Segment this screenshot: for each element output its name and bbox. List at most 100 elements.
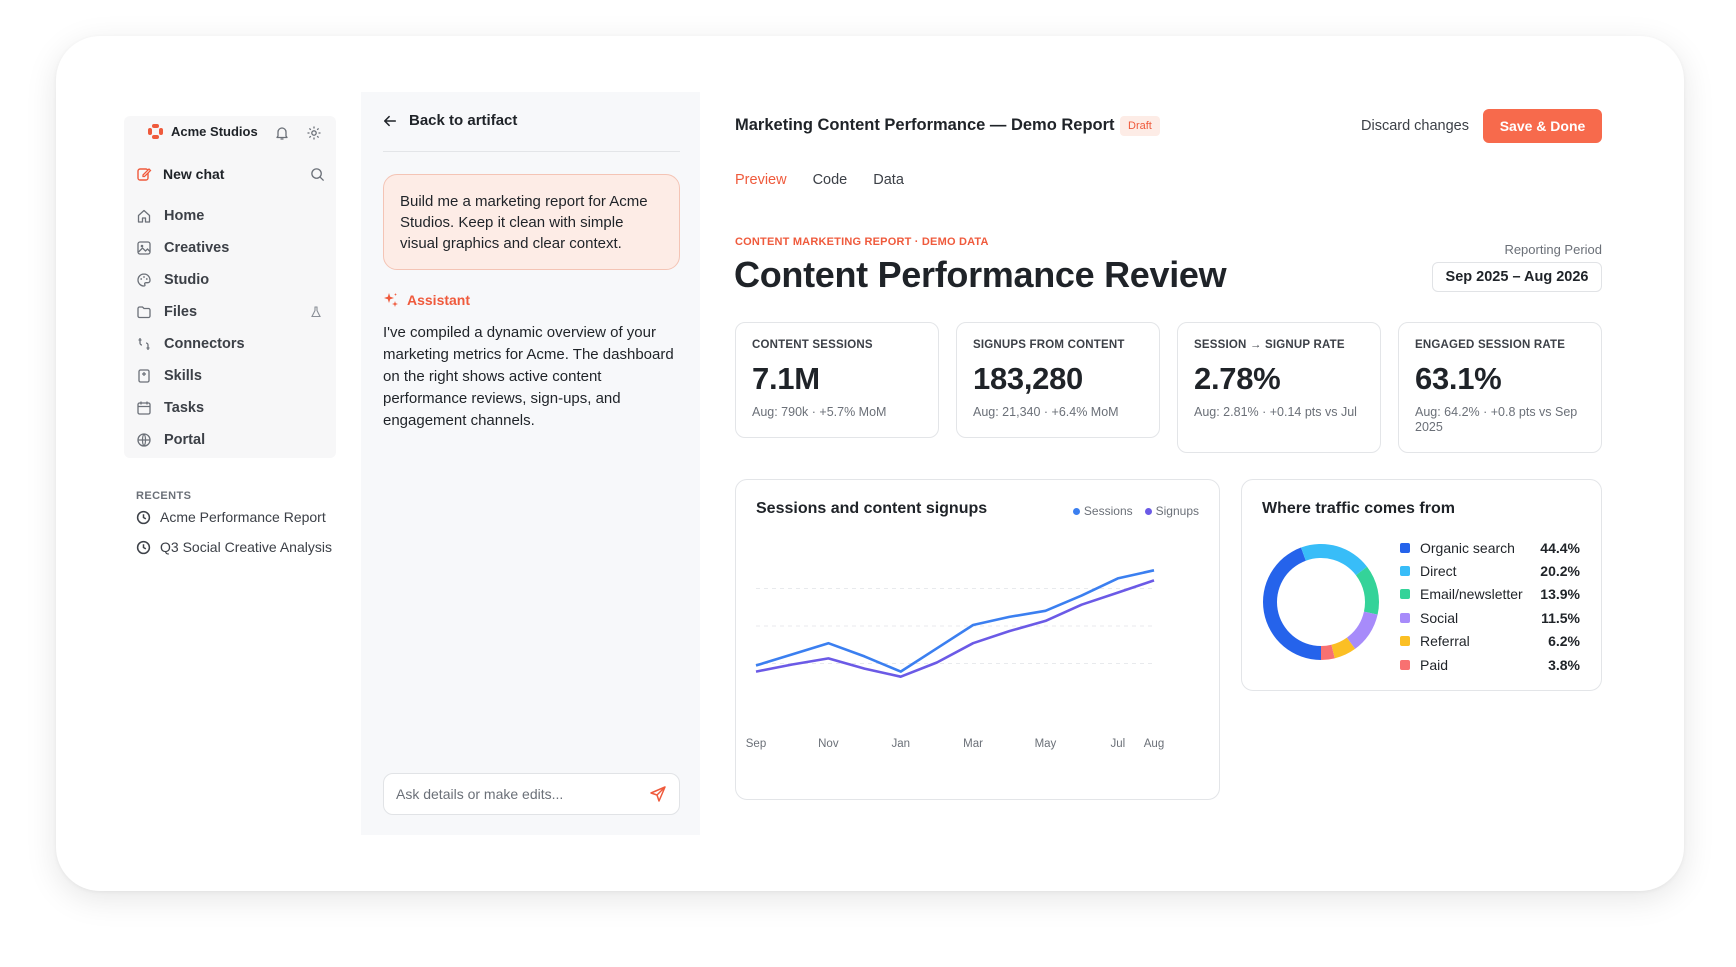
kpi-subtext: Aug: 2.81% · +0.14 pts vs Jul (1194, 405, 1357, 419)
traffic-row: Social 11.5% (1400, 606, 1580, 629)
tab-data[interactable]: Data (873, 172, 904, 188)
traffic-row: Referral 6.2% (1400, 630, 1580, 653)
kpi-value: 2.78% (1194, 361, 1281, 396)
kpi-card: CONTENT SESSIONS 7.1M Aug: 790k · +5.7% … (735, 322, 939, 438)
donut-slice (1346, 611, 1378, 649)
connector-icon (138, 338, 150, 350)
flask-icon (311, 306, 321, 318)
legend-item-sessions: Sessions (1072, 504, 1133, 518)
traffic-source-share: 13.9% (1540, 586, 1580, 603)
traffic-row: Organic search 44.4% (1400, 536, 1580, 559)
report-eyebrow: CONTENT MARKETING REPORT · DEMO DATA (735, 236, 989, 248)
clock-icon (136, 540, 151, 554)
donut-slice (1355, 566, 1379, 615)
brand[interactable]: Acme Studios (148, 124, 258, 139)
line-chart-card: Sessions and content signups Sessions Si… (735, 479, 1220, 800)
donut-slice (1263, 547, 1321, 660)
tab-preview[interactable]: Preview (735, 172, 787, 188)
legend-swatch (1400, 589, 1410, 600)
arrow-left-icon (383, 115, 397, 126)
gear-icon[interactable] (306, 125, 322, 141)
send-icon[interactable] (649, 785, 667, 803)
reporting-period-label: Reporting Period (1504, 242, 1602, 257)
sidebar-item-skills[interactable]: Skills (136, 368, 202, 384)
traffic-source-share: 6.2% (1548, 633, 1580, 650)
donut-slice (1321, 644, 1335, 660)
assistant-label: Assistant (383, 292, 470, 308)
legend-item-signups: Signups (1144, 504, 1199, 518)
traffic-source-share: 44.4% (1540, 539, 1580, 556)
sidebar-item-creatives[interactable]: Creatives (136, 240, 229, 256)
recent-item[interactable]: Q3 Social Creative Analysis (136, 539, 332, 555)
status-badge: Draft (1120, 116, 1160, 136)
traffic-source-name: Direct (1420, 563, 1457, 580)
traffic-sources-card: Where traffic comes from Organic search 4… (1241, 479, 1602, 691)
legend-label: Signups (1155, 504, 1199, 518)
traffic-row: Email/newsletter 13.9% (1400, 583, 1580, 606)
line-chart: Sep Nov Jan Mar May Jul Aug (746, 569, 1164, 750)
new-chat-label: New chat (163, 166, 225, 182)
sidebar-item-label: Connectors (164, 336, 245, 352)
x-tick-label: Mar (963, 738, 983, 750)
brand-name: Acme Studios (171, 124, 258, 139)
legend-swatch (1400, 612, 1410, 623)
sidebar-item-label: Portal (164, 432, 206, 448)
globe-icon (137, 433, 151, 447)
kpi-label: SIGNUPS FROM CONTENT (973, 339, 1125, 351)
clock-icon (136, 510, 151, 524)
x-tick-label: Aug (1144, 738, 1164, 750)
sidebar-item-tasks[interactable]: Tasks (136, 400, 204, 416)
kpi-subtext: Aug: 21,340 · +6.4% MoM (973, 405, 1119, 419)
kpi-label: CONTENT SESSIONS (752, 339, 873, 351)
sidebar-item-studio[interactable]: Studio (136, 272, 209, 288)
legend-swatch (1400, 659, 1410, 670)
palette-icon (137, 273, 151, 287)
book-icon (138, 369, 150, 383)
sidebar-item-connectors[interactable]: Connectors (136, 336, 245, 352)
sidebar-item-label: Creatives (164, 240, 230, 256)
sidebar-item-label: Tasks (164, 400, 205, 416)
reporting-period-selector[interactable]: Sep 2025 – Aug 2026 (1432, 262, 1602, 292)
sidebar-item-portal[interactable]: Portal (136, 432, 205, 448)
kpi-card: SIGNUPS FROM CONTENT 183,280 Aug: 21,340… (956, 322, 1160, 438)
recent-item[interactable]: Acme Performance Report (136, 509, 326, 525)
new-chat-button[interactable]: New chat (136, 166, 224, 182)
legend-swatch (1400, 636, 1410, 647)
recent-item-label: Q3 Social Creative Analysis (160, 539, 332, 555)
save-and-done-button[interactable]: Save & Done (1483, 109, 1602, 143)
sidebar-item-files[interactable]: Files (136, 304, 197, 320)
traffic-source-name: Email/newsletter (1420, 586, 1523, 603)
kpi-value: 7.1M (752, 361, 820, 396)
discard-changes-button[interactable]: Discard changes (1361, 118, 1469, 134)
kpi-card: ENGAGED SESSION RATE 63.1% Aug: 64.2% · … (1398, 322, 1602, 453)
sparkle-icon (384, 293, 398, 307)
chart-title: Where traffic comes from (1262, 500, 1455, 517)
search-icon[interactable] (310, 167, 325, 182)
back-to-artifact-button[interactable]: Back to artifact (383, 112, 517, 129)
calendar-icon (137, 401, 151, 415)
recent-item-label: Acme Performance Report (160, 509, 326, 525)
kpi-value: 63.1% (1415, 361, 1502, 396)
series-line-signups (755, 579, 1155, 678)
edit-icon (137, 168, 152, 181)
legend-swatch (1400, 542, 1410, 553)
chat-input[interactable] (396, 786, 636, 802)
tab-code[interactable]: Code (812, 172, 848, 188)
kpi-card: SESSION → SIGNUP RATE 2.78% Aug: 2.81% ·… (1177, 322, 1381, 453)
recents-heading: RECENTS (136, 490, 192, 502)
traffic-source-name: Paid (1420, 656, 1449, 673)
sidebar (124, 116, 336, 458)
bell-icon[interactable] (274, 125, 290, 141)
sidebar-item-home[interactable]: Home (136, 208, 204, 224)
acme-logo-icon (148, 124, 163, 139)
x-tick-label: Jan (891, 738, 910, 750)
sidebar-item-label: Files (164, 304, 198, 320)
traffic-legend: Organic search 44.4% Direct 20.2% Email/news… (1400, 536, 1580, 676)
traffic-source-name: Social (1420, 609, 1459, 626)
assistant-name: Assistant (407, 292, 471, 308)
report-title: Marketing Content Performance — Demo Rep… (735, 116, 1115, 134)
page-title: Content Performance Review (734, 254, 1227, 295)
chart-legend: Sessions Signups (1072, 504, 1199, 518)
image-icon (137, 241, 151, 255)
assistant-message: I've compiled a dynamic overview of your… (383, 324, 674, 429)
